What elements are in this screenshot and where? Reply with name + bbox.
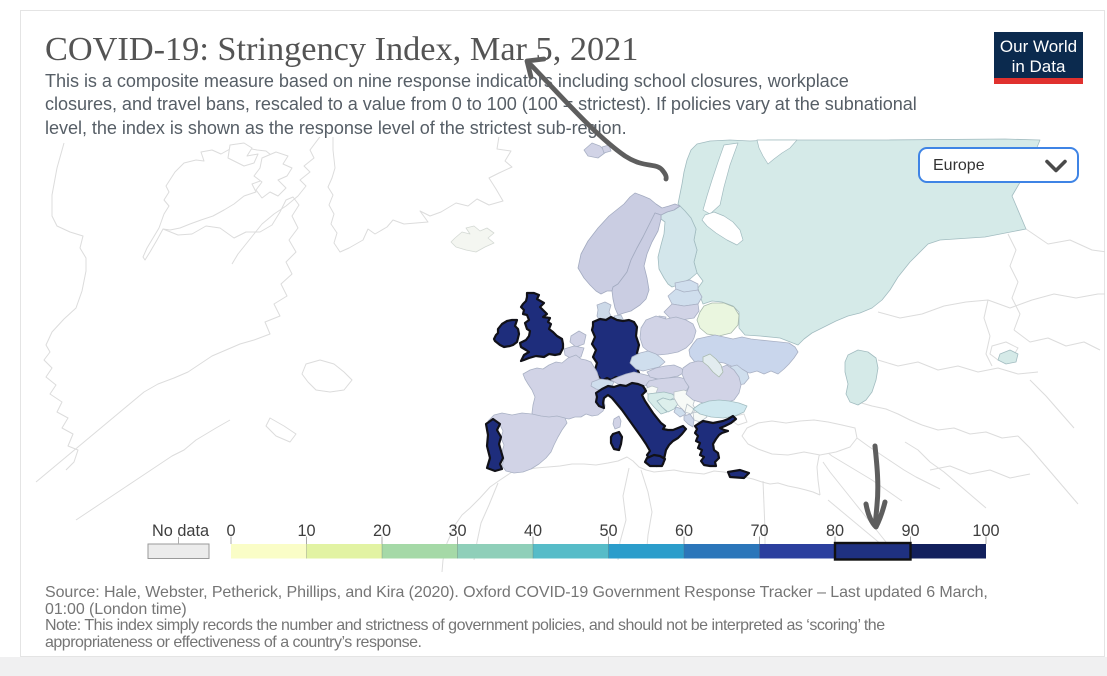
svg-text:70: 70 — [750, 522, 768, 540]
svg-text:90: 90 — [901, 522, 919, 540]
svg-text:100: 100 — [972, 522, 999, 540]
svg-text:30: 30 — [448, 522, 466, 540]
svg-text:No data: No data — [152, 522, 210, 540]
svg-text:80: 80 — [826, 522, 844, 540]
svg-text:50: 50 — [599, 522, 617, 540]
svg-text:40: 40 — [524, 522, 542, 540]
svg-text:0: 0 — [226, 522, 235, 540]
svg-text:60: 60 — [675, 522, 693, 540]
svg-text:20: 20 — [373, 522, 391, 540]
svg-text:10: 10 — [297, 522, 315, 540]
